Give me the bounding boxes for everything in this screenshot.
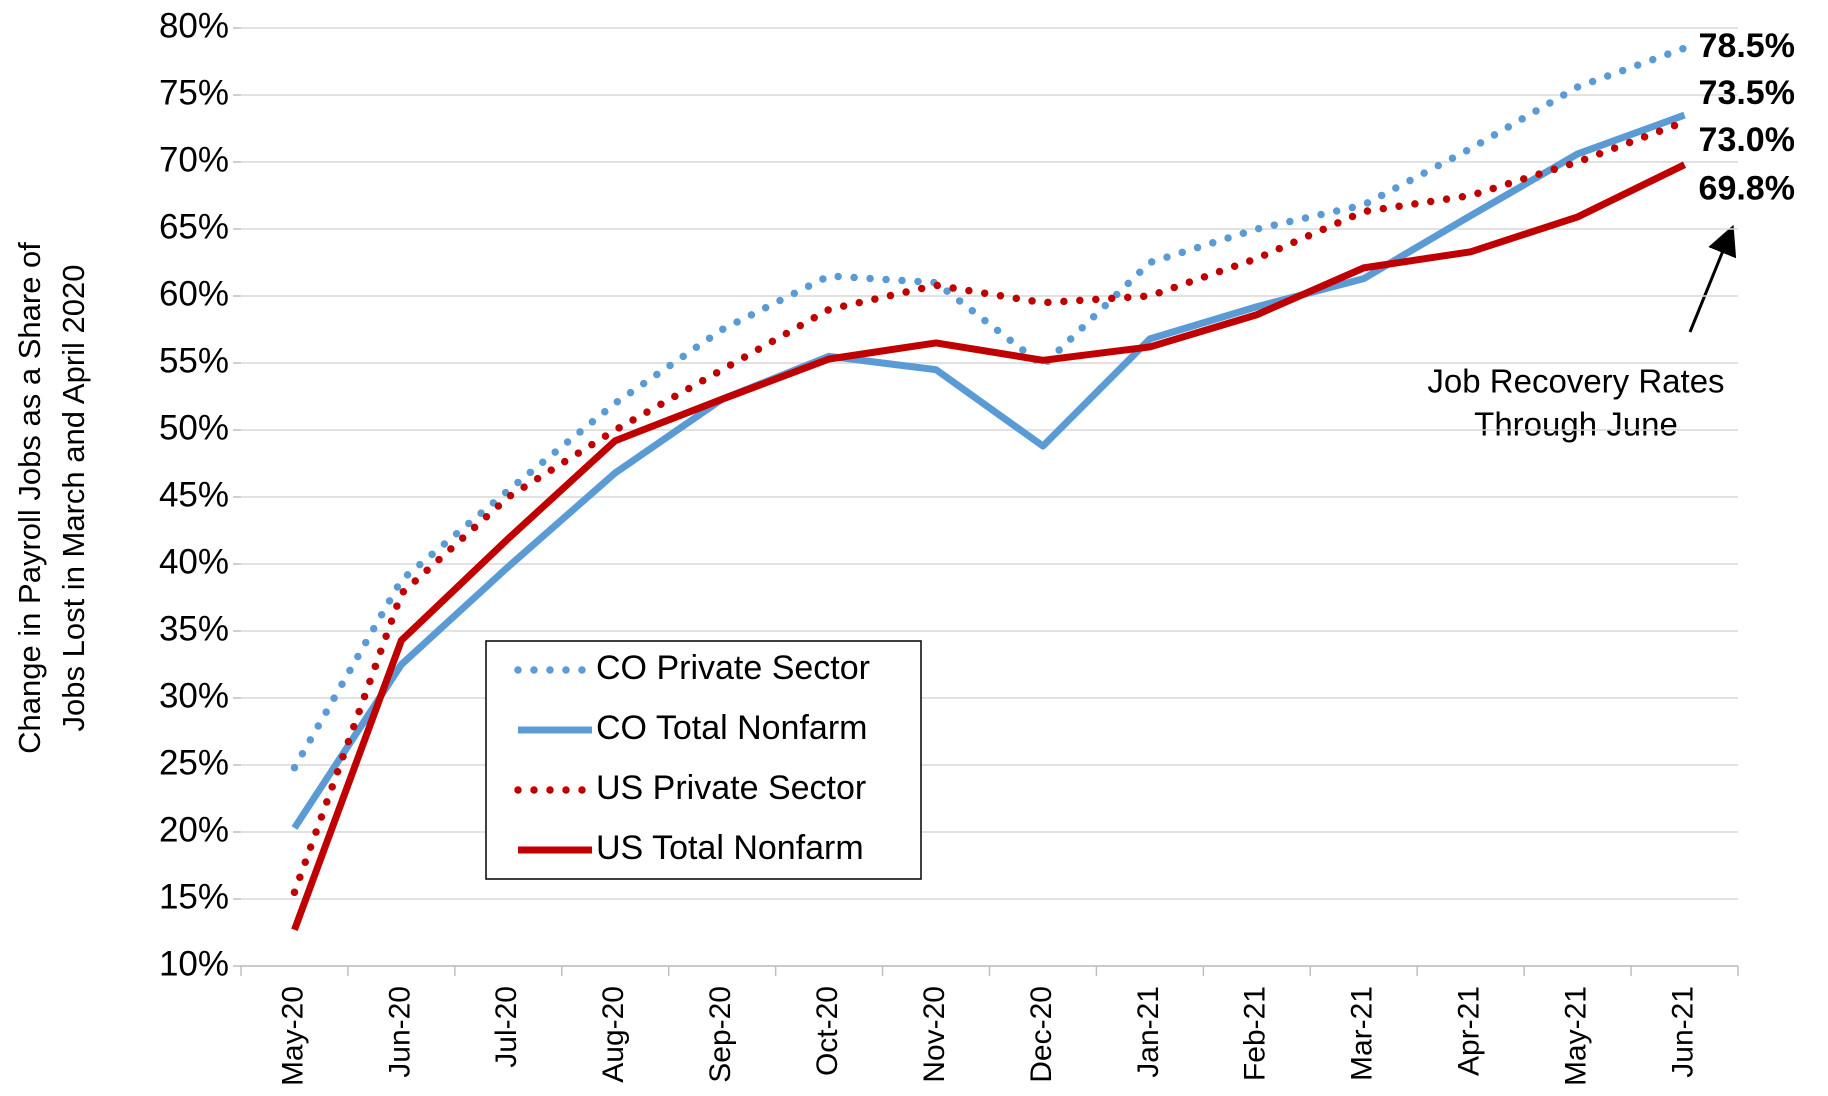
data-label: 73.0% (1699, 121, 1795, 159)
y-tick-label: 15% (159, 877, 229, 916)
annotation: Job Recovery Rates (1427, 363, 1724, 400)
series-line (290, 118, 1689, 897)
y-tick-label: 70% (159, 140, 229, 179)
y-tick-label: 80% (159, 6, 229, 45)
annotation-arrow (1688, 224, 1737, 333)
y-tick-label: 65% (159, 207, 229, 246)
x-tick-label: Aug-20 (597, 986, 630, 1083)
y-tick-label: 30% (159, 676, 229, 715)
x-tick-label: Nov-20 (918, 986, 951, 1083)
y-axis-title: Change in Payroll Jobs as a Share of (12, 242, 47, 754)
x-tick-label: Feb-21 (1239, 986, 1272, 1081)
data-label: 78.5% (1699, 27, 1795, 65)
y-axis-title: Jobs Lost in March and April 2020 (56, 265, 91, 732)
legend-label: US Private Sector (596, 769, 866, 807)
x-tick-label: May-21 (1560, 986, 1593, 1086)
y-tick-label: 35% (159, 609, 229, 648)
legend-label: CO Private Sector (596, 649, 870, 687)
x-tick-label: Sep-20 (704, 986, 737, 1083)
legend-label: CO Total Nonfarm (596, 709, 867, 747)
series-line (290, 44, 1689, 772)
annotation: Through June (1474, 406, 1678, 443)
x-tick-label: Oct-20 (811, 986, 844, 1076)
y-tick-label: 25% (159, 743, 229, 782)
x-tick-label: Dec-20 (1025, 986, 1058, 1083)
legend-label: US Total Nonfarm (596, 829, 864, 867)
series-line (291, 161, 1687, 932)
y-tick-label: 55% (159, 341, 229, 380)
y-tick-label: 40% (159, 542, 229, 581)
y-tick-label: 10% (159, 944, 229, 983)
y-tick-label: 20% (159, 810, 229, 849)
y-tick-label: 60% (159, 274, 229, 313)
legend-box (485, 640, 922, 880)
y-tick-label: 45% (159, 475, 229, 514)
x-tick-label: Jun-20 (383, 986, 416, 1078)
x-tick-label: Jun-21 (1666, 986, 1699, 1078)
data-label: 73.5% (1699, 74, 1795, 112)
x-tick-label: Jul-20 (490, 986, 523, 1068)
series-line (291, 111, 1686, 830)
data-label: 69.8% (1699, 170, 1795, 208)
x-tick-label: Mar-21 (1346, 986, 1379, 1081)
y-tick-label: 75% (159, 73, 229, 112)
x-tick-label: Apr-21 (1453, 986, 1486, 1076)
x-tick-label: Jan-21 (1132, 986, 1165, 1078)
y-tick-label: 50% (159, 408, 229, 447)
x-tick-label: May-20 (276, 986, 309, 1086)
